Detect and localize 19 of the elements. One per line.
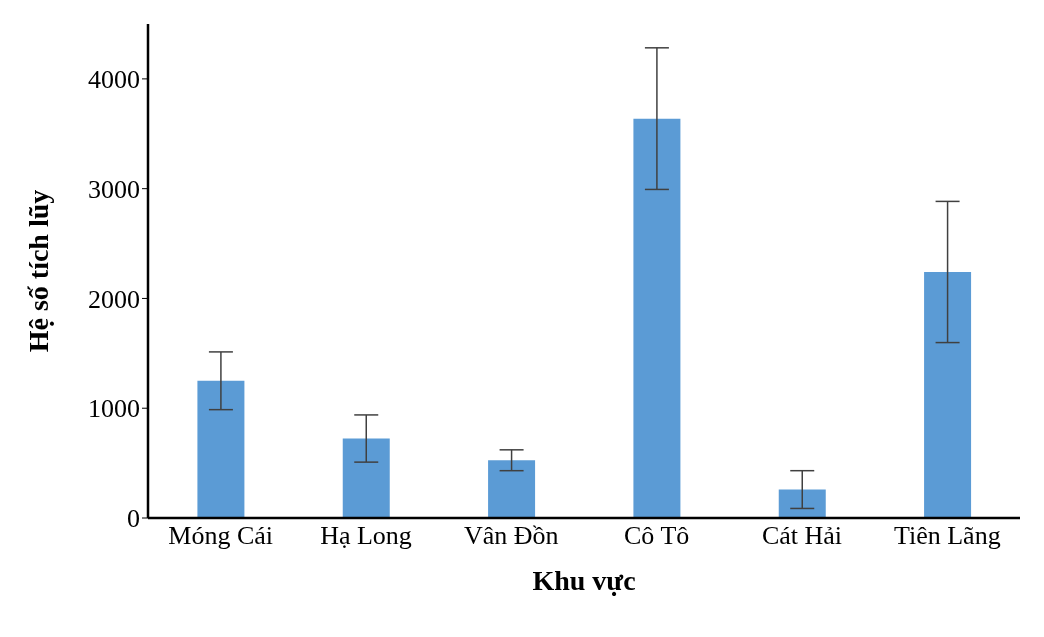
- bar: [924, 271, 972, 518]
- x-tick-label: Tiên Lãng: [894, 521, 1001, 551]
- x-tick-label: Hạ Long: [320, 521, 412, 551]
- x-tick-label: Vân Đồn: [464, 521, 559, 551]
- y-tick-label: 3000: [88, 174, 140, 204]
- y-tick-label: 1000: [88, 394, 140, 424]
- x-tick-label: Cát Hải: [761, 521, 843, 551]
- bar: [633, 118, 681, 518]
- bar: [197, 380, 245, 518]
- bar: [342, 438, 390, 518]
- y-tick-label: 0: [127, 504, 140, 534]
- y-axis-title: Hệ số tích lũy: [22, 189, 54, 353]
- x-axis-title: Khu vực: [532, 565, 636, 596]
- bar: [778, 489, 826, 518]
- bar: [488, 460, 536, 518]
- x-tick-label: Móng Cái: [168, 521, 274, 551]
- y-tick-label: 4000: [88, 65, 140, 95]
- y-tick-label: 2000: [88, 284, 140, 314]
- x-tick-label: Cô Tô: [624, 521, 690, 551]
